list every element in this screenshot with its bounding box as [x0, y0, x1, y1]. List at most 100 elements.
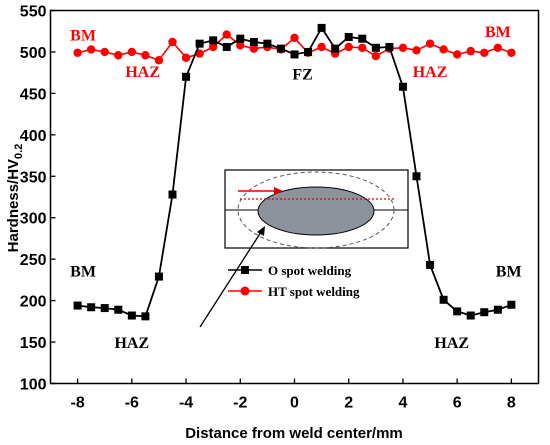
annotation-label: FZ	[292, 66, 312, 83]
y-tick-label: 400	[20, 128, 47, 145]
annotation-label: HAZ	[125, 64, 160, 81]
data-point-o-spot	[263, 39, 272, 48]
data-point-o-spot	[398, 82, 407, 91]
data-point-ht-spot	[236, 41, 245, 50]
data-point-ht-spot	[168, 37, 177, 47]
legend-marker-o-spot	[241, 266, 249, 274]
data-point-ht-spot	[480, 48, 489, 57]
data-point-ht-spot	[208, 42, 218, 52]
data-point-o-spot	[100, 304, 109, 313]
y-tick-label: 500	[20, 45, 47, 62]
data-point-o-spot	[358, 34, 367, 43]
data-point-o-spot	[141, 312, 150, 321]
data-point-ht-spot	[317, 42, 326, 52]
data-point-o-spot	[317, 23, 326, 32]
data-point-o-spot	[195, 39, 204, 48]
y-tick-label: 550	[20, 4, 47, 21]
data-point-ht-spot	[493, 43, 503, 52]
annotation-label: HAZ	[434, 335, 469, 352]
data-point-ht-spot	[73, 48, 82, 57]
y-tick-label: 350	[20, 169, 47, 186]
data-point-o-spot	[236, 34, 245, 43]
svg-text:Hardness/HV0.2: Hardness/HV0.2	[5, 144, 25, 253]
data-point-ht-spot	[344, 42, 353, 52]
data-point-o-spot	[304, 47, 313, 56]
legend-label-ht-spot: HT spot welding	[268, 284, 360, 299]
pointer-arrowhead	[257, 226, 265, 236]
x-tick-label: -4	[179, 395, 193, 412]
data-point-o-spot	[507, 300, 516, 309]
data-point-o-spot	[385, 42, 394, 51]
annotation-label: HAZ	[114, 335, 149, 352]
data-point-o-spot	[331, 44, 340, 53]
legend-item-ht-spot: HT spot welding	[228, 284, 360, 299]
data-point-o-spot	[127, 311, 136, 320]
data-point-ht-spot	[100, 47, 109, 57]
pointer-arrow	[199, 231, 262, 328]
data-point-o-spot	[412, 172, 421, 181]
inset-haz-boundary	[237, 171, 395, 249]
data-point-ht-spot	[439, 45, 448, 54]
data-point-o-spot	[209, 36, 218, 45]
y-tick-label: 100	[20, 377, 47, 394]
data-point-o-spot	[493, 305, 502, 314]
series-layer	[73, 23, 516, 321]
data-point-o-spot	[371, 43, 380, 52]
y-tick-label: 250	[20, 252, 47, 269]
data-point-o-spot	[344, 33, 353, 42]
data-point-o-spot	[168, 190, 177, 199]
x-tick-label: 6	[453, 395, 462, 412]
annotation-layer: BM HAZ FZ HAZ BM BM BM HAZ HAZ	[70, 24, 521, 352]
annotation-label: BM	[70, 264, 96, 281]
data-point-ht-spot	[507, 48, 516, 57]
data-point-ht-spot	[86, 45, 96, 54]
data-point-ht-spot	[452, 50, 462, 59]
x-tick-label: 4	[398, 395, 407, 412]
data-point-ht-spot	[466, 46, 475, 56]
legend-label-o-spot: O spot welding	[268, 263, 352, 278]
data-point-o-spot	[480, 308, 489, 317]
data-point-o-spot	[73, 301, 82, 310]
y-tick-label: 200	[20, 294, 47, 311]
y-tick-label: 150	[20, 335, 47, 352]
data-point-o-spot	[222, 42, 231, 51]
data-point-ht-spot	[398, 43, 408, 52]
x-tick-label: 2	[344, 395, 353, 412]
x-tick-label: 8	[507, 395, 516, 412]
data-point-o-spot	[182, 72, 191, 81]
data-point-ht-spot	[358, 43, 367, 52]
x-axis: -8 -6 -4 -2 0 2 4 6 8	[70, 378, 516, 412]
data-point-o-spot	[87, 303, 96, 312]
y-axis: 100 150 200 250 300 350 400 450 500 550	[20, 4, 56, 394]
inset-direction-arrowhead	[274, 187, 283, 195]
data-point-ht-spot	[222, 30, 231, 39]
data-point-o-spot	[154, 272, 163, 281]
y-tick-label: 300	[20, 211, 47, 228]
data-point-o-spot	[114, 305, 123, 314]
y-tick-label: 450	[20, 86, 47, 103]
data-point-ht-spot	[195, 49, 204, 58]
data-point-ht-spot	[114, 51, 123, 60]
data-point-ht-spot	[412, 46, 421, 55]
annotation-label: BM	[70, 27, 96, 44]
legend: O spot welding HT spot welding	[228, 263, 360, 299]
data-point-ht-spot	[249, 44, 259, 53]
data-point-ht-spot	[425, 39, 435, 48]
y-axis-title-subscript: 0.2	[13, 144, 25, 159]
data-point-o-spot	[290, 50, 299, 59]
data-point-o-spot	[426, 260, 435, 269]
data-point-o-spot	[276, 44, 285, 53]
data-point-ht-spot	[127, 47, 137, 57]
data-point-ht-spot	[371, 51, 381, 61]
x-tick-label: -6	[125, 395, 139, 412]
data-point-o-spot	[453, 307, 462, 316]
annotation-label: HAZ	[413, 64, 448, 81]
legend-item-o-spot: O spot welding	[228, 263, 352, 278]
inset-schematic	[224, 169, 409, 249]
x-tick-label: -2	[233, 395, 247, 412]
data-point-ht-spot	[141, 51, 150, 60]
data-point-o-spot	[466, 311, 475, 320]
x-tick-label: -8	[70, 395, 84, 412]
x-tick-label: 0	[290, 395, 299, 412]
